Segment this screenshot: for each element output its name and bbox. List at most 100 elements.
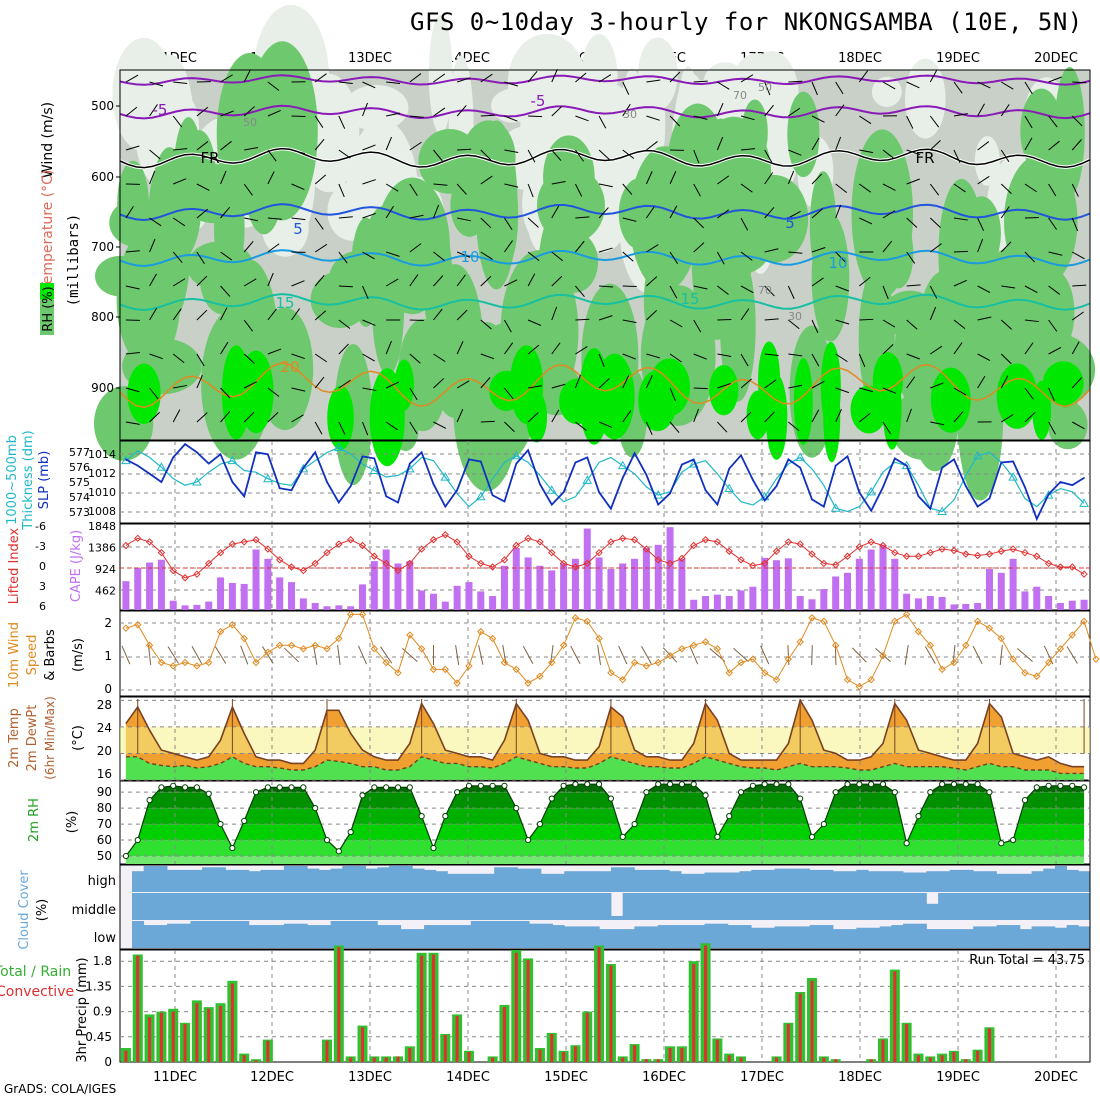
- cloud-middle-bar: [775, 893, 787, 920]
- ylabel-thickness-1: 1000~500mb: [5, 435, 20, 525]
- rh2m-band: [120, 808, 1090, 824]
- rh-dry-patch: [905, 59, 946, 139]
- date-label-bottom: 14DEC: [446, 1070, 490, 1085]
- slp-point: [279, 487, 281, 489]
- slp-point: [409, 463, 411, 465]
- cloud-low-bar: [132, 921, 144, 948]
- cloud-high-bar: [880, 871, 892, 892]
- precip-convective-bar: [704, 946, 707, 1062]
- cape-bar: [832, 576, 839, 610]
- precip-convective-bar: [716, 1040, 719, 1062]
- rh2m-point: [466, 783, 471, 788]
- rh2m-point: [514, 806, 519, 811]
- upper-wind-barb: [694, 388, 708, 389]
- rh-moist-patch: [244, 126, 284, 234]
- precip-tick-label: 0.9: [93, 1005, 112, 1019]
- cloud-high-bar: [669, 871, 681, 892]
- cloud-low-bar: [553, 925, 565, 948]
- slp-point: [492, 495, 494, 497]
- rh2m-point: [431, 845, 436, 850]
- rh-dry-patch: [638, 37, 677, 110]
- slp-point: [539, 483, 541, 485]
- rh2m-point: [762, 782, 767, 787]
- cloud-middle-bar: [973, 893, 985, 920]
- rh2m-point: [123, 853, 128, 858]
- slp-point: [220, 454, 222, 456]
- wind-barb: [642, 646, 652, 663]
- cloud-low-bar: [1008, 925, 1020, 948]
- cloud-high-bar: [868, 871, 880, 892]
- temp-tick-label: 28: [97, 698, 112, 712]
- cloud-low-bar: [506, 921, 518, 948]
- date-label-top: 14DEC: [446, 51, 490, 66]
- cape-bar: [738, 590, 745, 610]
- cloud-middle-bar: [728, 893, 740, 920]
- cloud-middle-bar: [669, 893, 681, 920]
- cloud-high-bar: [997, 874, 1009, 892]
- cloud-low-bar: [763, 928, 775, 948]
- cloud-low-bar: [412, 929, 424, 948]
- wind-barb: [122, 646, 130, 664]
- cloud-low-bar: [611, 929, 623, 948]
- precip-convective-bar: [491, 1058, 494, 1062]
- cloud-high-bar: [611, 867, 623, 892]
- cape-bar: [939, 597, 946, 610]
- cape-bar: [1033, 587, 1040, 610]
- ylabel-wind10-units: (m/s): [71, 638, 86, 672]
- slp-point: [504, 501, 506, 503]
- li-tick-label: 0: [39, 560, 46, 573]
- slp-point: [1060, 481, 1062, 483]
- ylabel-temperature: Temperature (°C): [40, 170, 56, 292]
- precip-convective-bar: [799, 994, 802, 1062]
- rh2m-band: [120, 856, 1090, 864]
- rh-saturated-patch: [127, 364, 160, 424]
- cloud-high-bar: [202, 867, 214, 892]
- cloud-middle-bar: [611, 916, 623, 920]
- slp-point: [137, 465, 139, 467]
- slp-point: [918, 496, 920, 498]
- upper-wind-barb: [410, 320, 424, 321]
- contour-label: 10: [460, 248, 479, 266]
- cloud-middle-bar: [903, 893, 915, 920]
- precip-convective-bar: [373, 1058, 376, 1062]
- cloud-low-bar: [646, 926, 658, 948]
- cloud-middle-bar: [821, 893, 833, 920]
- rh2m-point: [691, 782, 696, 787]
- cape-bar: [986, 569, 993, 610]
- temp-tick-label: 20: [97, 744, 112, 758]
- precip-convective-bar: [538, 1050, 541, 1062]
- cape-bar: [288, 582, 295, 610]
- cape-bar: [891, 559, 898, 610]
- cloud-high-bar: [658, 870, 670, 892]
- cloud-low-bar: [786, 926, 798, 948]
- rh2m-point: [573, 782, 578, 787]
- cloud-high-bar: [237, 870, 249, 892]
- cloud-low-bar: [961, 929, 973, 948]
- rh2m-point: [1046, 783, 1051, 788]
- cloud-middle-bar: [798, 893, 810, 920]
- ylabel-wind10-barbs: & Barbs: [43, 629, 58, 681]
- ylabel-thickness-2: Thickness (dm): [21, 430, 36, 530]
- cloud-middle-bar: [868, 893, 880, 920]
- precip-convective-bar: [172, 1012, 175, 1062]
- cloud-low-bar: [856, 928, 868, 948]
- rh2m-point: [880, 782, 885, 787]
- cloud-middle-bar: [342, 893, 354, 920]
- cloud-middle-bar: [845, 893, 857, 920]
- cape-bar: [879, 545, 886, 610]
- rh2m-point: [632, 821, 637, 826]
- cape-bar: [761, 558, 768, 610]
- cloud-high-bar: [740, 871, 752, 892]
- cape-bar: [229, 583, 236, 610]
- cloud-low-bar: [1055, 928, 1067, 948]
- cloud-high-bar: [926, 871, 938, 892]
- cloud-middle-bar: [424, 893, 436, 920]
- precip-convective-bar: [740, 1058, 743, 1062]
- rh2m-point: [490, 783, 495, 788]
- cloud-middle-bar: [646, 893, 658, 920]
- slp-point: [657, 504, 659, 506]
- rh-moist-patch: [1048, 401, 1088, 449]
- rh2m-point: [277, 785, 282, 790]
- slp-point: [291, 489, 293, 491]
- cloud-low-bar: [938, 929, 950, 948]
